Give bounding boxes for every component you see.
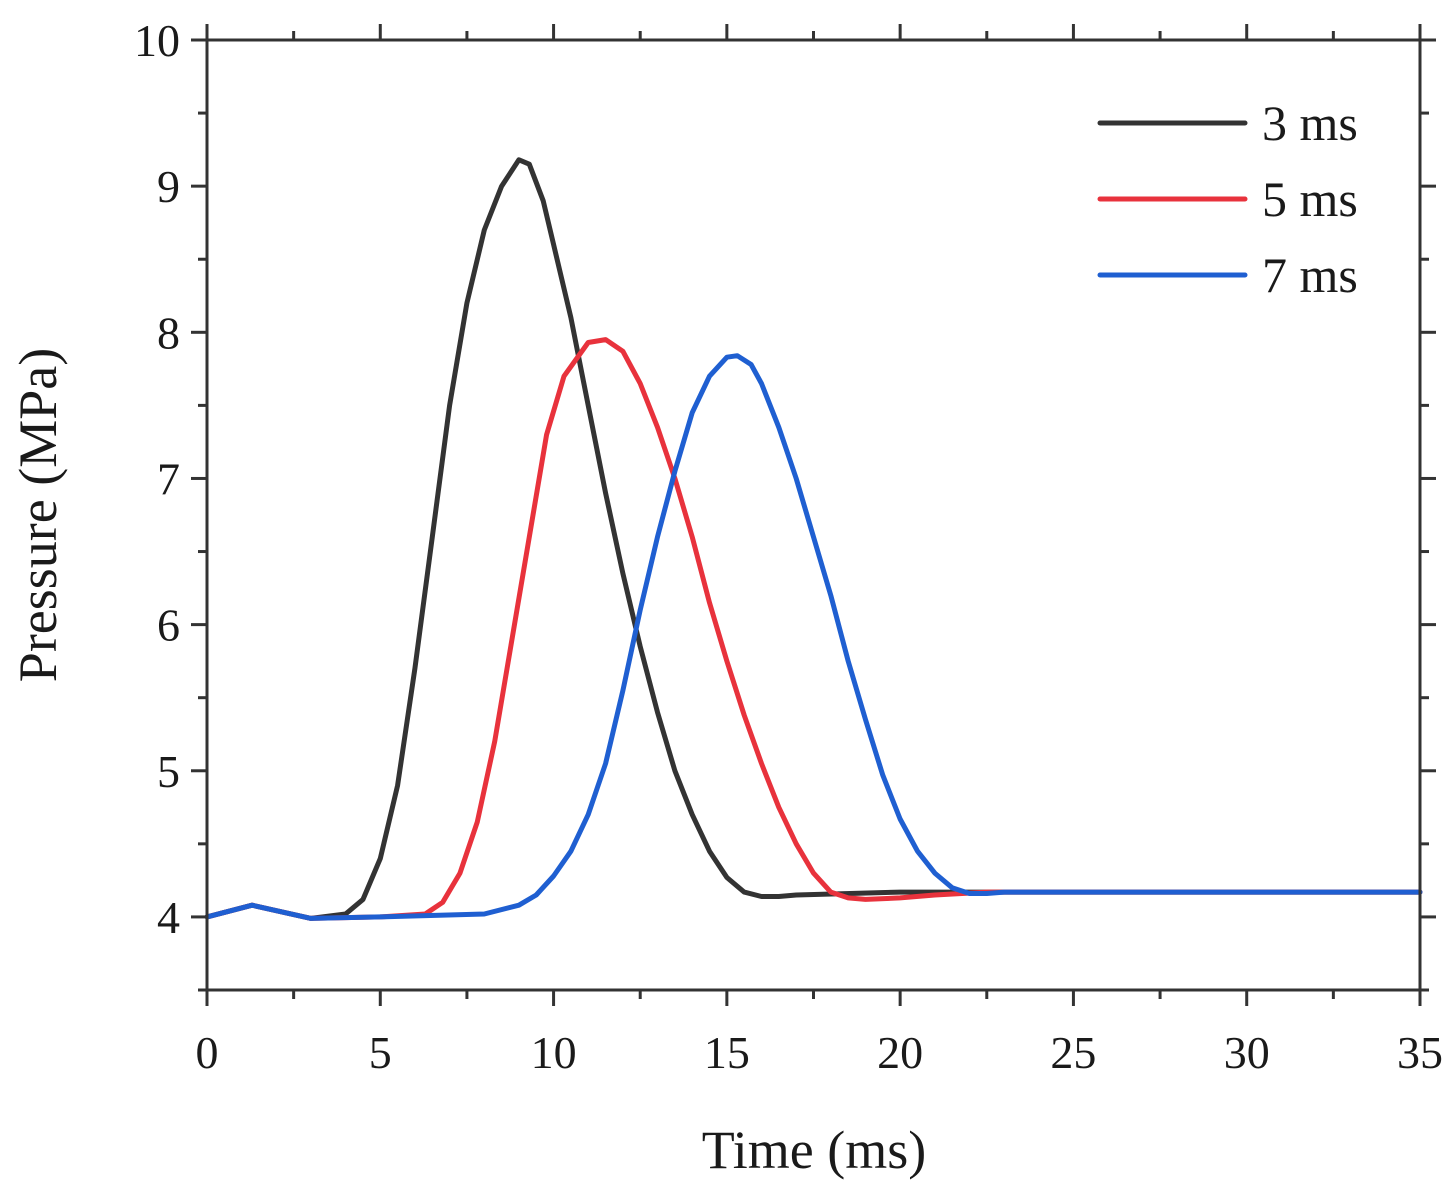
x-tick-label: 25 [1050,1027,1096,1078]
x-tick-label: 10 [531,1027,577,1078]
y-tick-label: 6 [157,600,180,651]
legend-label-1: 3 ms [1262,95,1358,151]
y-tick-label: 7 [157,453,180,504]
x-tick-label: 30 [1224,1027,1270,1078]
y-tick-label: 9 [157,161,180,212]
x-tick-label: 35 [1397,1027,1443,1078]
series-line-1 [204,157,1423,921]
y-axis-title: Pressure (MPa) [8,348,68,682]
x-axis-title: Time (ms) [702,1120,927,1180]
x-tick-label: 20 [877,1027,923,1078]
legend-label-2: 5 ms [1262,171,1358,227]
series-line-3 [204,353,1423,921]
y-axis: 4 5 6 7 8 9 10 [134,15,1436,992]
y-tick-label: 5 [157,746,180,797]
x-axis: 0 5 10 15 20 25 30 35 [196,24,1443,1078]
y-tick-label: 4 [157,892,180,943]
series-layer [204,157,1423,921]
plot-frame [205,38,1422,992]
legend: 3 ms 5 ms 7 ms [1097,95,1358,303]
legend-label-3: 7 ms [1262,247,1358,303]
x-tick-label: 15 [704,1027,750,1078]
y-tick-label: 8 [157,307,180,358]
series-line-2 [204,337,1423,921]
x-tick-label: 0 [196,1027,219,1078]
x-tick-label: 5 [369,1027,392,1078]
y-tick-label: 10 [134,15,180,66]
